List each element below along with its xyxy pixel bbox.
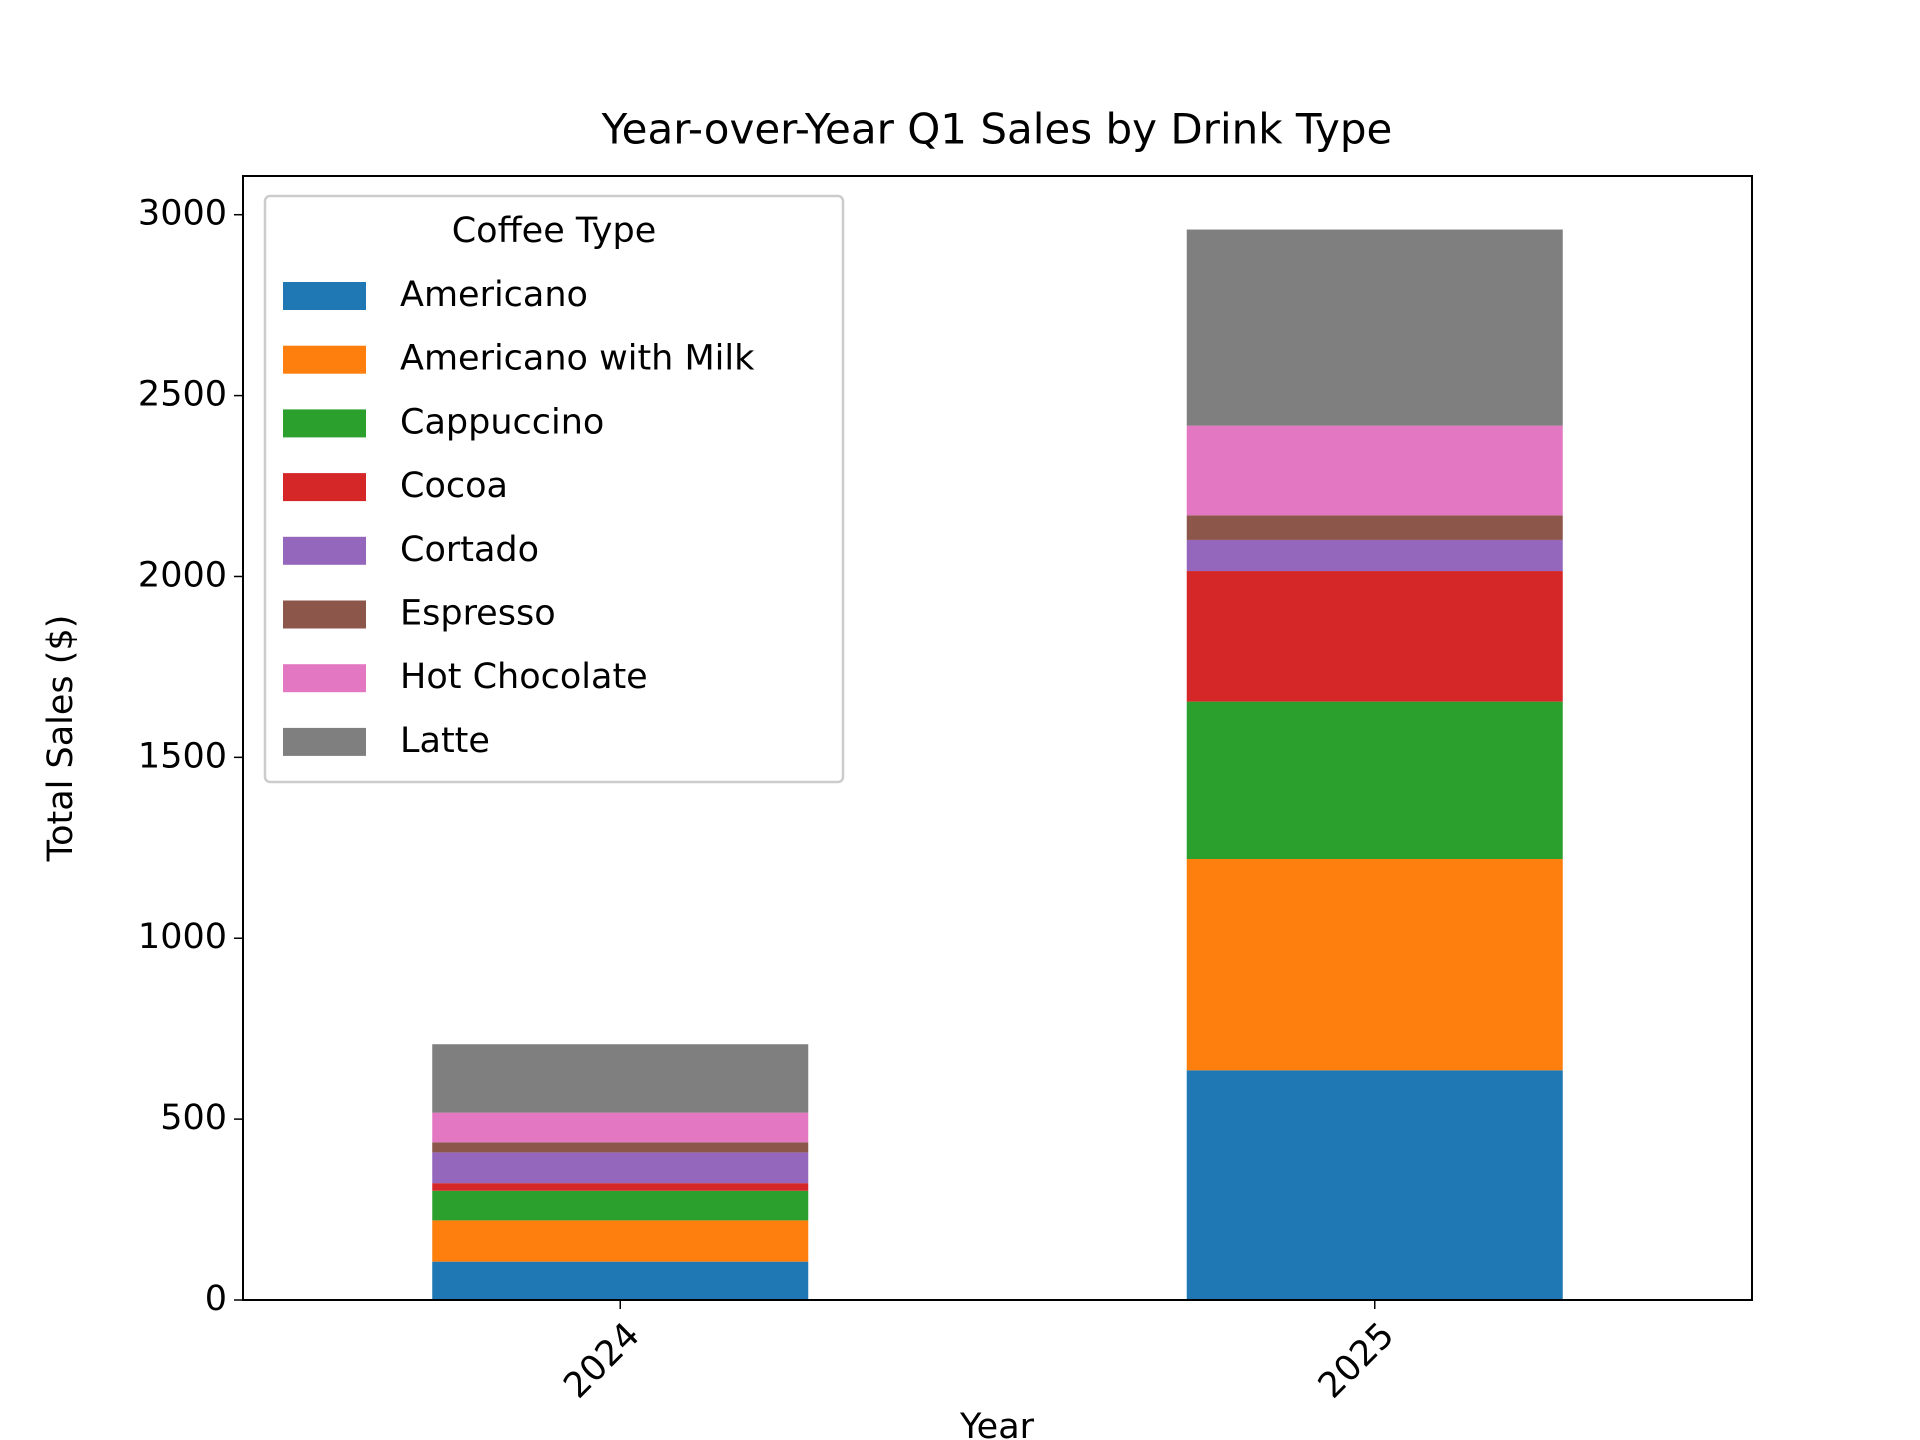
legend-swatch: [283, 473, 366, 502]
bar-segment: [1186, 701, 1563, 860]
chart-title: Year-over-Year Q1 Sales by Drink Type: [601, 105, 1393, 154]
legend-swatch: [283, 409, 366, 438]
bar-segment: [432, 1190, 809, 1221]
legend-swatch: [283, 600, 366, 629]
legend-swatch: [283, 282, 366, 310]
y-tick-label: 3000: [138, 194, 227, 234]
legend-title: Coffee Type: [452, 211, 657, 251]
bar-segment: [432, 1261, 809, 1300]
legend-label: Cortado: [400, 530, 539, 570]
bar-segment: [432, 1142, 809, 1153]
x-tick-label: 2025: [1311, 1315, 1402, 1406]
bar-segment: [1186, 859, 1563, 1071]
bar-segment: [432, 1044, 809, 1113]
legend-swatch: [283, 664, 366, 693]
legend-swatch: [283, 536, 366, 565]
y-tick-label: 2000: [138, 555, 227, 595]
y-tick-label: 2500: [138, 375, 227, 415]
y-tick-label: 0: [205, 1279, 227, 1319]
legend-label: Cappuccino: [400, 402, 604, 442]
legend-box: [263, 194, 845, 784]
bar-segment: [1186, 1070, 1563, 1300]
bar-segment: [1186, 515, 1563, 540]
bar-segment: [432, 1183, 809, 1191]
legend-label: Americano: [400, 275, 588, 315]
plot-frame: [242, 175, 1753, 1301]
legend-label: Espresso: [400, 594, 556, 634]
bar-segment: [1186, 539, 1563, 572]
legend-label: Americano with Milk: [400, 339, 755, 379]
bar-segment: [432, 1112, 809, 1143]
y-axis-label: Total Sales ($): [41, 615, 81, 863]
bar-segment: [1186, 229, 1563, 426]
y-tick-label: 500: [160, 1098, 227, 1138]
legend-swatch: [283, 727, 366, 756]
legend-label: Latte: [400, 721, 490, 761]
bar-segment: [432, 1220, 809, 1262]
bar-segment: [1186, 425, 1563, 516]
x-axis-label: Year: [959, 1407, 1035, 1440]
y-tick-label: 1000: [138, 917, 227, 957]
bar-segment: [432, 1152, 809, 1184]
legend-label: Cocoa: [400, 466, 508, 506]
legend-label: Hot Chocolate: [400, 657, 648, 697]
bar-segment: [1186, 571, 1563, 702]
legend-swatch: [283, 345, 366, 374]
x-tick-label: 2024: [556, 1315, 647, 1406]
y-tick-label: 1500: [138, 736, 227, 776]
